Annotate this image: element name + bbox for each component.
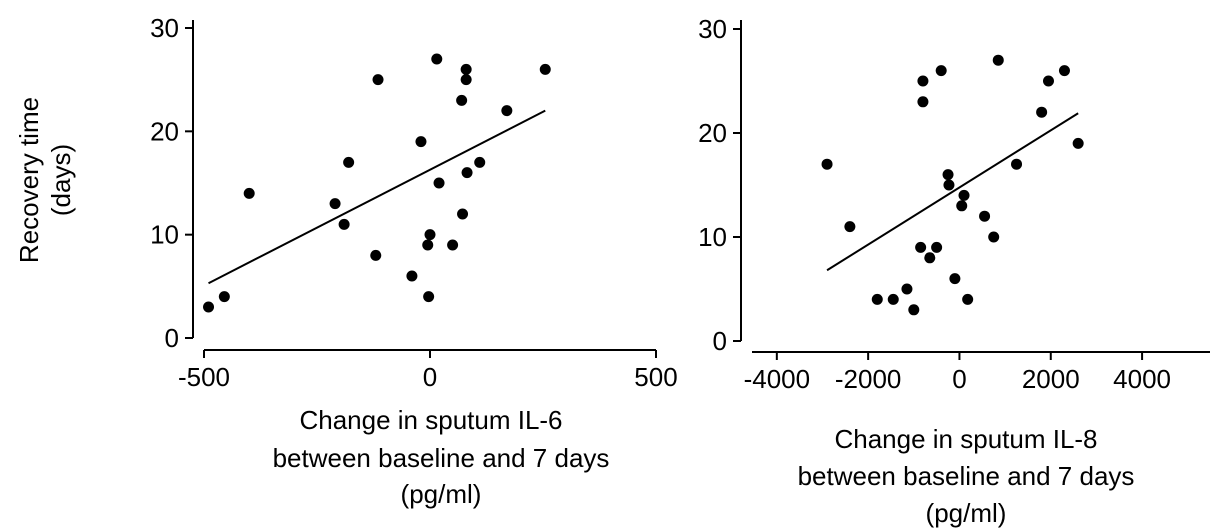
data-point [871, 293, 883, 305]
data-point [988, 231, 1000, 243]
data-point [887, 293, 899, 305]
data-point [943, 179, 955, 191]
data-point [539, 63, 551, 75]
data-point [406, 270, 418, 282]
y-tick-label: 20 [698, 118, 727, 148]
y-tick-label: 10 [150, 220, 179, 250]
data-point [329, 198, 341, 210]
x-tick-label: -2000 [835, 364, 902, 394]
data-point [924, 252, 936, 264]
x-tick-label: 4000 [1113, 364, 1171, 394]
data-point [424, 229, 436, 241]
x-tick-label: 2000 [1022, 364, 1080, 394]
data-point [979, 210, 991, 222]
data-point [949, 273, 961, 285]
data-point [415, 136, 427, 148]
data-point [1072, 137, 1084, 149]
data-point [917, 96, 929, 108]
data-point [460, 74, 472, 86]
data-point [821, 158, 833, 170]
regression-line [208, 109, 546, 285]
x-tick-label: -4000 [744, 364, 811, 394]
data-point [474, 156, 486, 168]
x-axis-title: Change in sputum IL-6 between baseline a… [273, 405, 610, 509]
data-point [447, 239, 459, 251]
x-axis-title-line-2: between baseline and 7 days [798, 461, 1135, 491]
data-point [958, 189, 970, 201]
data-point [992, 54, 1004, 66]
data-point [942, 169, 954, 181]
data-point [935, 65, 947, 77]
y-tick-label: 30 [698, 14, 727, 44]
y-tick-label: 20 [150, 116, 179, 146]
y-tick-label: 30 [150, 13, 179, 43]
data-point [956, 200, 968, 212]
data-point [343, 156, 355, 168]
data-point [203, 301, 215, 313]
x-axis-title-line-3: (pg/ml) [926, 498, 1007, 528]
regression-line [826, 112, 1079, 272]
data-point [844, 221, 856, 233]
data-point [460, 63, 472, 75]
data-point [901, 283, 913, 295]
y-tick-label: 10 [698, 222, 727, 252]
x-axis-title-line-3: (pg/ml) [401, 479, 482, 509]
data-point [1042, 75, 1054, 87]
data-point [423, 291, 435, 303]
data-point [501, 105, 513, 117]
data-point [1058, 65, 1070, 77]
data-point [1011, 158, 1023, 170]
data-point [338, 218, 350, 230]
data-point [915, 241, 927, 253]
x-axis-title: Change in sputum IL-8 between baseline a… [798, 424, 1135, 528]
x-tick-label: 0 [952, 364, 966, 394]
y-tick-label: 0 [713, 326, 727, 356]
data-point [908, 304, 920, 316]
data-point [422, 239, 434, 251]
y-tick-label: 0 [165, 323, 179, 353]
y-axis-title: Recovery time (days) [14, 97, 76, 263]
x-tick-label: -500 [178, 362, 230, 392]
data-point [456, 94, 468, 106]
il8-scatter-panel: 0 10 20 30 -4000 -2000 0 2000 4000 Change in sp… [698, 14, 1210, 528]
data-point [431, 53, 443, 65]
data-point [372, 74, 384, 86]
data-point [243, 187, 255, 199]
data-point [931, 241, 943, 253]
x-axis-title-line-2: between baseline and 7 days [273, 443, 610, 473]
y-axis-title-line-2: (days) [46, 144, 76, 216]
data-point [461, 167, 473, 179]
data-point [962, 293, 974, 305]
data-point [457, 208, 469, 220]
il6-scatter-panel: 0 10 20 30 -500 0 500 Change in sputum IL-6 b… [150, 13, 678, 509]
x-axis-title-line-1: Change in sputum IL-8 [834, 424, 1097, 454]
data-point [917, 75, 929, 87]
data-point [370, 249, 382, 261]
x-axis-title-line-1: Change in sputum IL-6 [299, 405, 562, 435]
data-point [433, 177, 445, 189]
y-axis-title-line-1: Recovery time [14, 97, 44, 263]
data-point [218, 291, 230, 303]
data-point [1036, 106, 1048, 118]
x-tick-label: 0 [423, 362, 437, 392]
x-tick-label: 500 [634, 362, 677, 392]
